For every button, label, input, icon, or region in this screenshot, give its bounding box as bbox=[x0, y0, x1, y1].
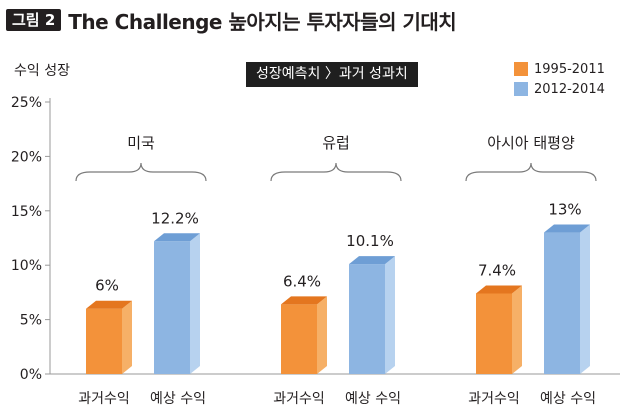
bar-past-front bbox=[86, 308, 122, 374]
legend-label-past: 1995-2011 bbox=[534, 61, 605, 77]
bar-past-top bbox=[281, 296, 327, 305]
y-tick-label: 25% bbox=[11, 95, 42, 111]
bar-past-front bbox=[281, 304, 317, 374]
category-label-past: 과거수익 bbox=[273, 391, 325, 407]
group-brace bbox=[75, 162, 207, 182]
bar-expected-front bbox=[349, 264, 385, 374]
data-label-past: 7.4% bbox=[478, 261, 516, 279]
y-tick-label: 5% bbox=[20, 313, 42, 329]
bar-past-front bbox=[476, 293, 512, 374]
legend-item-expected: 2012-2014 bbox=[514, 79, 605, 99]
figure-title-text: The Challenge 높아지는 투자자들의 기대치 bbox=[68, 9, 457, 34]
category-label-expected: 예상 수익 bbox=[540, 391, 596, 407]
y-tick-label: 15% bbox=[11, 204, 42, 220]
y-tick-label: 10% bbox=[11, 258, 42, 274]
bar-expected-front bbox=[544, 232, 580, 374]
legend-label-expected: 2012-2014 bbox=[534, 81, 605, 97]
bar-past-top bbox=[476, 285, 522, 294]
data-label-expected: 10.1% bbox=[346, 232, 394, 250]
legend-swatch-expected bbox=[514, 82, 528, 96]
data-label-past: 6% bbox=[95, 277, 119, 295]
figure-badge: 그림 2 bbox=[6, 9, 62, 31]
legend: 1995-2011 2012-2014 bbox=[514, 59, 605, 99]
bar-expected-side bbox=[580, 224, 590, 374]
data-label-expected: 13% bbox=[548, 201, 581, 219]
bar-past-side bbox=[317, 296, 327, 374]
bar-past-side bbox=[512, 285, 522, 374]
bar-expected-top bbox=[349, 256, 395, 265]
bar-past-side bbox=[122, 300, 132, 374]
group-brace bbox=[465, 162, 597, 182]
bar-expected-top bbox=[154, 233, 200, 242]
group-label: 미국 bbox=[127, 134, 155, 152]
bar-past-top bbox=[86, 300, 132, 309]
legend-swatch-past bbox=[514, 62, 528, 76]
group-label: 아시아 태평양 bbox=[487, 134, 575, 152]
y-axis-label: 수익 성장 bbox=[14, 63, 70, 79]
bar-expected-front bbox=[154, 241, 190, 374]
data-label-past: 6.4% bbox=[283, 272, 321, 290]
bar-expected-top bbox=[544, 224, 590, 233]
data-label-expected: 12.2% bbox=[151, 209, 199, 227]
group-label: 유럽 bbox=[322, 134, 350, 152]
y-tick-label: 20% bbox=[11, 149, 42, 165]
legend-item-past: 1995-2011 bbox=[514, 59, 605, 79]
category-label-expected: 예상 수익 bbox=[345, 391, 401, 407]
figure-title: 그림 2 The Challenge 높아지는 투자자들의 기대치 bbox=[6, 6, 457, 34]
bar-expected-side bbox=[385, 256, 395, 374]
group-brace bbox=[270, 162, 402, 182]
chart-banner: 성장예측치 〉과거 성과치 bbox=[246, 62, 418, 87]
category-label-past: 과거수익 bbox=[78, 391, 130, 407]
y-tick-label: 0% bbox=[20, 367, 42, 383]
category-label-past: 과거수익 bbox=[468, 391, 520, 407]
bar-expected-side bbox=[190, 233, 200, 374]
category-label-expected: 예상 수익 bbox=[150, 391, 206, 407]
